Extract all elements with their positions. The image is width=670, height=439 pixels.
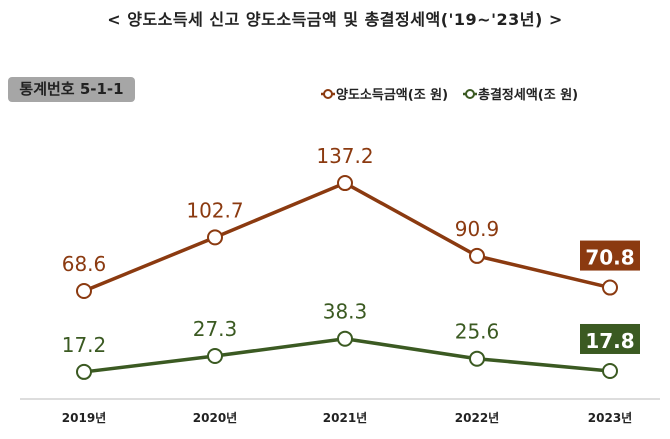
x-tick-label: 2020년: [193, 411, 237, 425]
data-label-box: [580, 323, 640, 354]
legend-marker: [323, 89, 333, 99]
data-label: 102.7: [186, 198, 243, 222]
data-label: 25.6: [455, 320, 500, 344]
data-point: [602, 362, 618, 379]
data-point: [469, 350, 485, 367]
data-label: 17.8: [585, 329, 634, 353]
data-point: [337, 175, 353, 192]
x-tick-label: 2021년: [323, 411, 367, 425]
data-label: 90.9: [455, 217, 500, 241]
stat-number-badge: 통계번호 5-1-1: [8, 77, 135, 102]
data-label: 70.8: [585, 246, 634, 270]
data-point: [602, 279, 618, 296]
x-tick-label: 2022년: [455, 411, 499, 425]
data-point: [76, 283, 92, 300]
data-label: 27.3: [193, 317, 238, 341]
series-line: [83, 181, 611, 293]
data-label-box: [580, 240, 640, 271]
legend-marker: [465, 89, 475, 99]
legend-label: 총결정세액(조 원): [478, 87, 578, 103]
data-label: 137.2: [316, 144, 373, 168]
data-point: [469, 247, 485, 264]
x-tick-label: 2023년: [588, 411, 632, 425]
data-point: [207, 229, 223, 246]
legend-label: 양도소득금액(조 원): [336, 88, 448, 103]
x-tick-label: 2019년: [62, 411, 106, 425]
data-label: 38.3: [323, 300, 368, 324]
data-point: [337, 330, 353, 347]
data-label: 68.6: [62, 252, 107, 276]
data-point: [207, 348, 223, 365]
chart-title: < 양도소득세 신고 양도소득금액 및 총결정세액('19~'23년) >: [107, 10, 563, 29]
data-label: 17.2: [62, 333, 107, 357]
data-point: [76, 363, 92, 380]
